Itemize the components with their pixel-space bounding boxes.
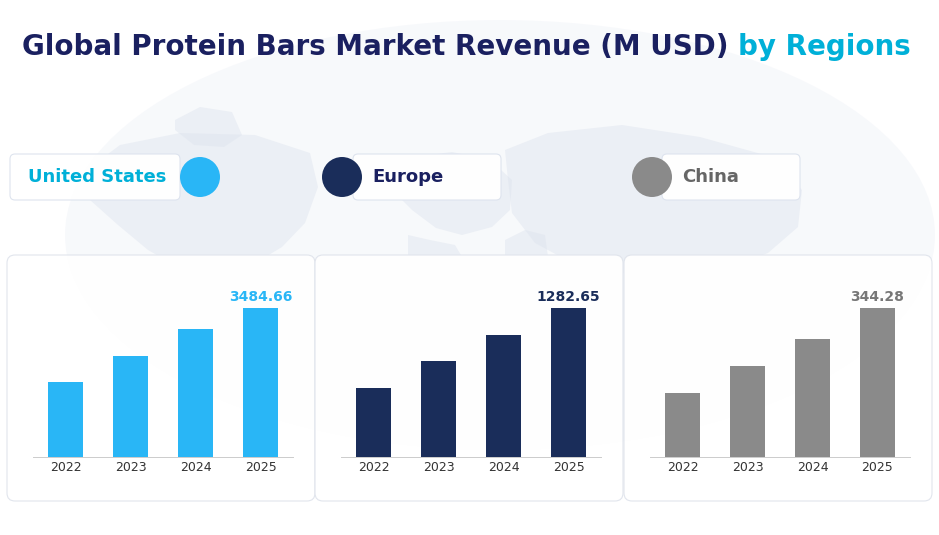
FancyBboxPatch shape [7, 255, 315, 501]
Bar [485, 335, 521, 457]
Bar [730, 366, 765, 457]
Text: 2025: 2025 [862, 461, 893, 474]
Bar [665, 393, 700, 457]
Text: 3484.66: 3484.66 [229, 290, 292, 304]
Text: 2024: 2024 [796, 461, 828, 474]
Polygon shape [196, 270, 272, 387]
Bar [356, 388, 392, 457]
Ellipse shape [65, 20, 935, 450]
Polygon shape [404, 235, 468, 342]
Text: 2025: 2025 [245, 461, 276, 474]
Bar [113, 356, 148, 457]
Text: 2025: 2025 [553, 461, 584, 474]
Polygon shape [710, 300, 778, 363]
Text: 2024: 2024 [179, 461, 211, 474]
Circle shape [632, 157, 672, 197]
Circle shape [180, 157, 220, 197]
Text: 2022: 2022 [358, 461, 390, 474]
Text: Europe: Europe [372, 168, 443, 186]
Polygon shape [390, 152, 512, 235]
Text: 344.28: 344.28 [851, 290, 904, 304]
Bar [48, 382, 84, 457]
FancyBboxPatch shape [10, 154, 180, 200]
Text: 2022: 2022 [667, 461, 699, 474]
Bar [794, 339, 830, 457]
Text: 2023: 2023 [731, 461, 763, 474]
Circle shape [322, 157, 362, 197]
Bar [242, 308, 278, 457]
Bar [177, 328, 213, 457]
Text: Global Protein Bars Market Revenue (M USD): Global Protein Bars Market Revenue (M US… [22, 33, 738, 61]
Text: China: China [682, 168, 739, 186]
Text: by Regions: by Regions [738, 33, 911, 61]
Polygon shape [175, 107, 242, 147]
Bar [550, 308, 586, 457]
Text: 2024: 2024 [487, 461, 519, 474]
Text: 2023: 2023 [423, 461, 454, 474]
Text: 2023: 2023 [115, 461, 146, 474]
Bar [859, 308, 896, 457]
FancyBboxPatch shape [662, 154, 800, 200]
Polygon shape [505, 230, 548, 270]
FancyBboxPatch shape [353, 154, 501, 200]
Text: 1282.65: 1282.65 [537, 290, 600, 304]
Polygon shape [505, 125, 802, 277]
Bar [421, 361, 456, 457]
FancyBboxPatch shape [315, 255, 623, 501]
Text: United States: United States [28, 168, 166, 186]
FancyBboxPatch shape [624, 255, 932, 501]
Polygon shape [80, 133, 318, 273]
Text: 2022: 2022 [50, 461, 82, 474]
